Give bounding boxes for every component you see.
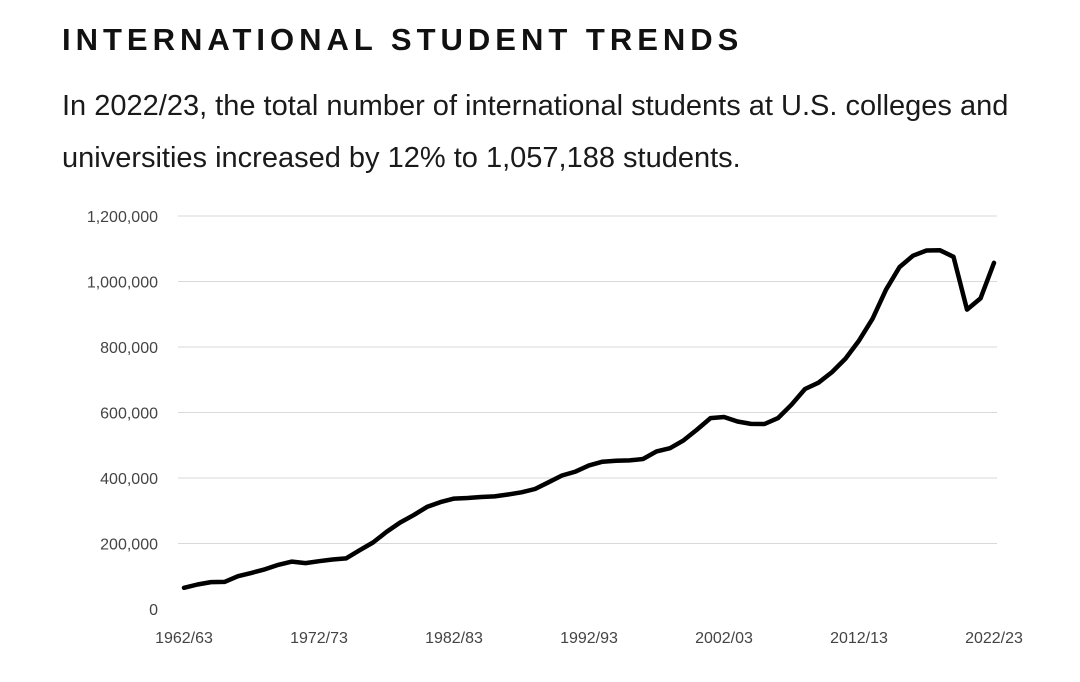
y-tick-label: 0	[149, 602, 158, 619]
series-line	[181, 248, 997, 591]
x-tick-label: 1962/63	[155, 630, 213, 647]
y-tick-label: 800,000	[100, 340, 158, 357]
x-tick-label: 1982/83	[425, 630, 483, 647]
y-tick-label: 1,200,000	[87, 209, 158, 226]
y-tick-label: 600,000	[100, 406, 158, 423]
y-tick-label: 200,000	[100, 537, 158, 554]
x-tick-label: 2002/03	[695, 630, 753, 647]
y-axis-ticks: 0 200,000 400,000 600,000 800,000 1,000,000 1,…	[87, 209, 158, 619]
x-axis-ticks: 1962/63 1972/73 1982/83 1992/93 2002/03 2012/…	[155, 630, 1023, 647]
x-tick-label: 1992/93	[560, 630, 618, 647]
x-tick-label: 2012/13	[830, 630, 888, 647]
x-tick-label: 2022/23	[965, 630, 1023, 647]
y-tick-label: 1,000,000	[87, 275, 158, 292]
y-tick-label: 400,000	[100, 471, 158, 488]
x-tick-label: 1972/73	[290, 630, 348, 647]
series-line-layer	[181, 248, 997, 591]
gridlines	[178, 215, 997, 544]
chart-subtitle: In 2022/23, the total number of internat…	[62, 90, 1009, 174]
chart-title: INTERNATIONAL STUDENT TRENDS	[62, 22, 744, 57]
